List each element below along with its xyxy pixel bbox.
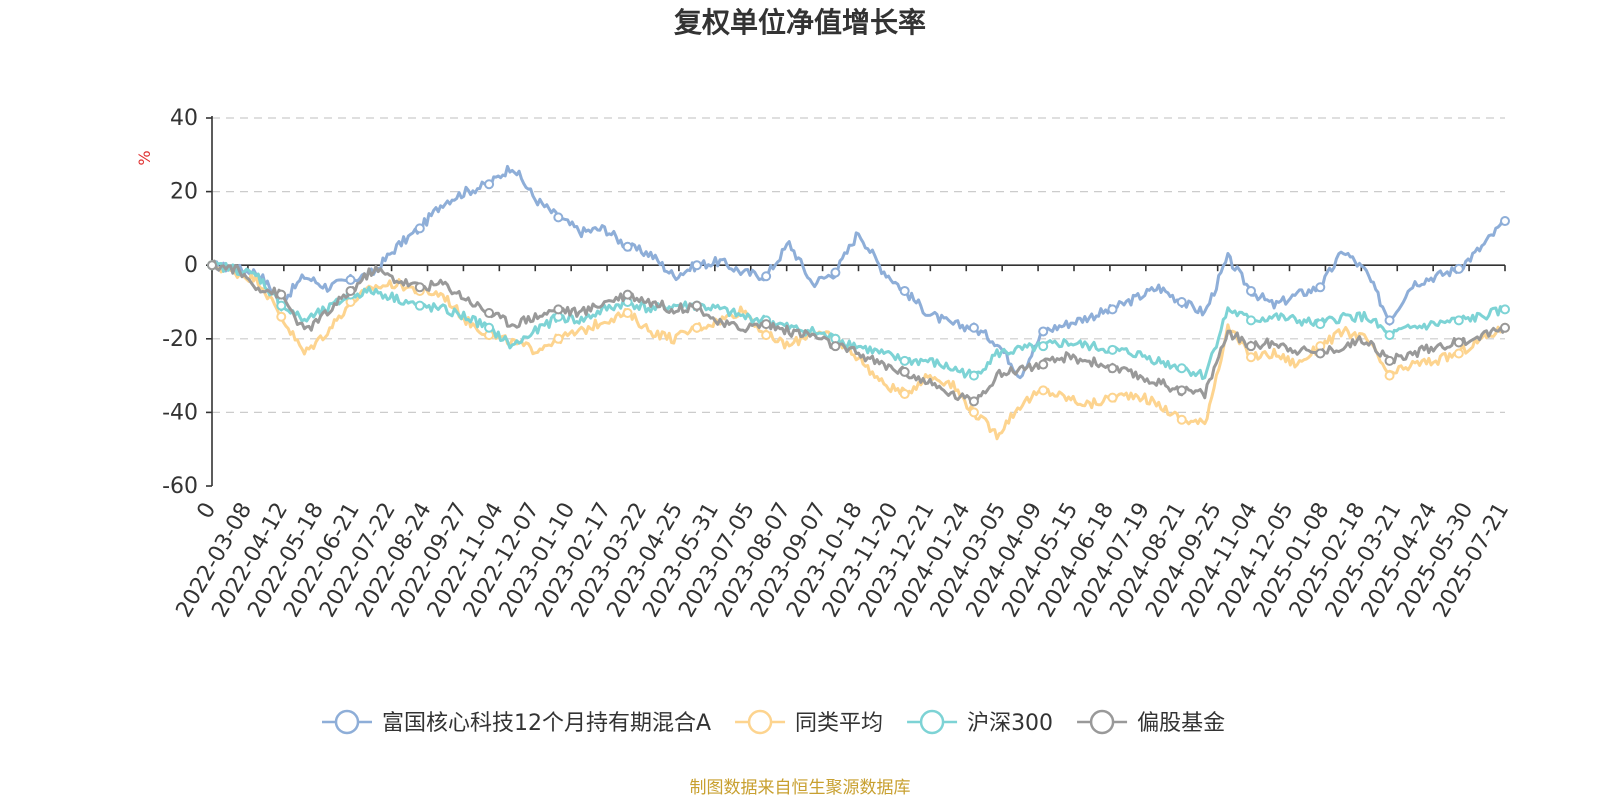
series-point-3 [899, 366, 910, 377]
y-axis: 40 20 0 -20 -40 -60 [162, 106, 213, 499]
series-point-0 [968, 322, 979, 333]
series-point-2 [1500, 304, 1510, 315]
series-point-0 [622, 241, 633, 252]
series-point-3 [1038, 359, 1049, 370]
series-point-0 [899, 285, 910, 296]
y-tick-label: -20 [162, 327, 198, 352]
grid-lines [212, 117, 1505, 413]
series-point-0 [1315, 282, 1326, 293]
series-point-0 [414, 223, 425, 234]
series-point-0 [1453, 263, 1464, 274]
series-line-3 [210, 259, 1507, 405]
data-source-note: 制图数据来自恒生聚源数据库 [690, 778, 911, 798]
legend-marker-icon [919, 709, 945, 735]
series-point-1 [622, 308, 633, 319]
series-point-1 [1453, 348, 1464, 359]
series-point-3 [830, 341, 841, 352]
series-point-2 [1315, 319, 1326, 330]
legend-marker-icon [1089, 709, 1115, 735]
series-point-2 [1038, 341, 1049, 352]
series-point-0 [1500, 216, 1510, 227]
y-tick-label: -40 [162, 400, 198, 425]
series-point-1 [276, 311, 287, 322]
y-tick-label: -60 [162, 474, 198, 499]
series-point-0 [691, 260, 702, 271]
series-point-3 [276, 289, 287, 300]
series-point-3 [484, 308, 495, 319]
series-point-0 [484, 179, 495, 190]
series-point-3 [1176, 385, 1187, 396]
series-point-0 [553, 212, 564, 223]
y-axis-unit: % [135, 150, 154, 165]
series-point-3 [691, 300, 702, 311]
chart-title: 复权单位净值增长率 [674, 6, 926, 39]
series-point-0 [1246, 285, 1257, 296]
series-point-1 [1107, 392, 1118, 403]
series-point-1 [1038, 385, 1049, 396]
legend-item-3[interactable]: 偏股基金 [1077, 709, 1225, 736]
series-point-1 [968, 407, 979, 418]
series-point-2 [484, 322, 495, 333]
series-point-3 [1453, 337, 1464, 348]
series-point-3 [1384, 355, 1395, 366]
legend-marker-icon [747, 709, 773, 735]
series-point-0 [1038, 326, 1049, 337]
series-line-0 [210, 164, 1506, 380]
series-point-3 [207, 260, 217, 271]
series-point-1 [553, 333, 564, 344]
series-point-2 [414, 300, 425, 311]
series-point-3 [1315, 348, 1326, 359]
series-point-3 [968, 396, 979, 407]
series-point-1 [1176, 414, 1187, 425]
series-point-2 [899, 355, 910, 366]
legend-marker-icon [334, 709, 360, 735]
series-point-2 [1246, 315, 1257, 326]
legend-label: 沪深300 [967, 711, 1053, 736]
series-point-3 [345, 285, 356, 296]
series-point-1 [899, 389, 910, 399]
series-point-2 [1176, 363, 1187, 374]
series-point-2 [1384, 330, 1395, 341]
legend-item-1[interactable]: 同类平均 [735, 709, 883, 736]
series-point-0 [830, 267, 841, 278]
legend-item-0[interactable]: 富国核心科技12个月持有期混合A [322, 709, 711, 736]
series-point-2 [968, 370, 979, 381]
series-point-1 [761, 330, 772, 341]
series-point-0 [1384, 315, 1395, 326]
x-axis: 02022-03-082022-04-122022-05-182022-06-2… [172, 264, 1514, 622]
series-point-2 [276, 300, 287, 311]
series-point-2 [1107, 344, 1118, 355]
series-point-3 [553, 304, 564, 315]
series-point-3 [761, 319, 772, 330]
series-point-3 [622, 289, 633, 300]
series-line-2 [210, 259, 1506, 381]
series-point-1 [691, 322, 702, 333]
y-tick-label: 40 [170, 106, 198, 131]
legend-label: 偏股基金 [1137, 711, 1225, 736]
series-point-0 [1107, 304, 1118, 315]
series-point-3 [1500, 322, 1510, 333]
series-point-1 [1246, 352, 1257, 363]
series-point-3 [414, 282, 425, 293]
legend[interactable]: 富国核心科技12个月持有期混合A 同类平均 沪深300 偏股基金 [322, 709, 1225, 736]
legend-label: 富国核心科技12个月持有期混合A [382, 711, 711, 736]
y-tick-label: 20 [170, 180, 198, 205]
series-point-3 [1107, 363, 1118, 374]
y-tick-label: 0 [184, 253, 198, 278]
legend-item-2[interactable]: 沪深300 [907, 709, 1053, 736]
series-point-0 [761, 271, 772, 282]
series-point-2 [1453, 315, 1464, 326]
series-point-1 [1384, 370, 1395, 381]
series-point-0 [1176, 297, 1187, 307]
series-point-3 [1246, 341, 1257, 352]
series-point-0 [345, 274, 356, 285]
series-lines [207, 164, 1510, 441]
x-tick-label: 0 [193, 499, 222, 524]
legend-label: 同类平均 [795, 711, 883, 736]
